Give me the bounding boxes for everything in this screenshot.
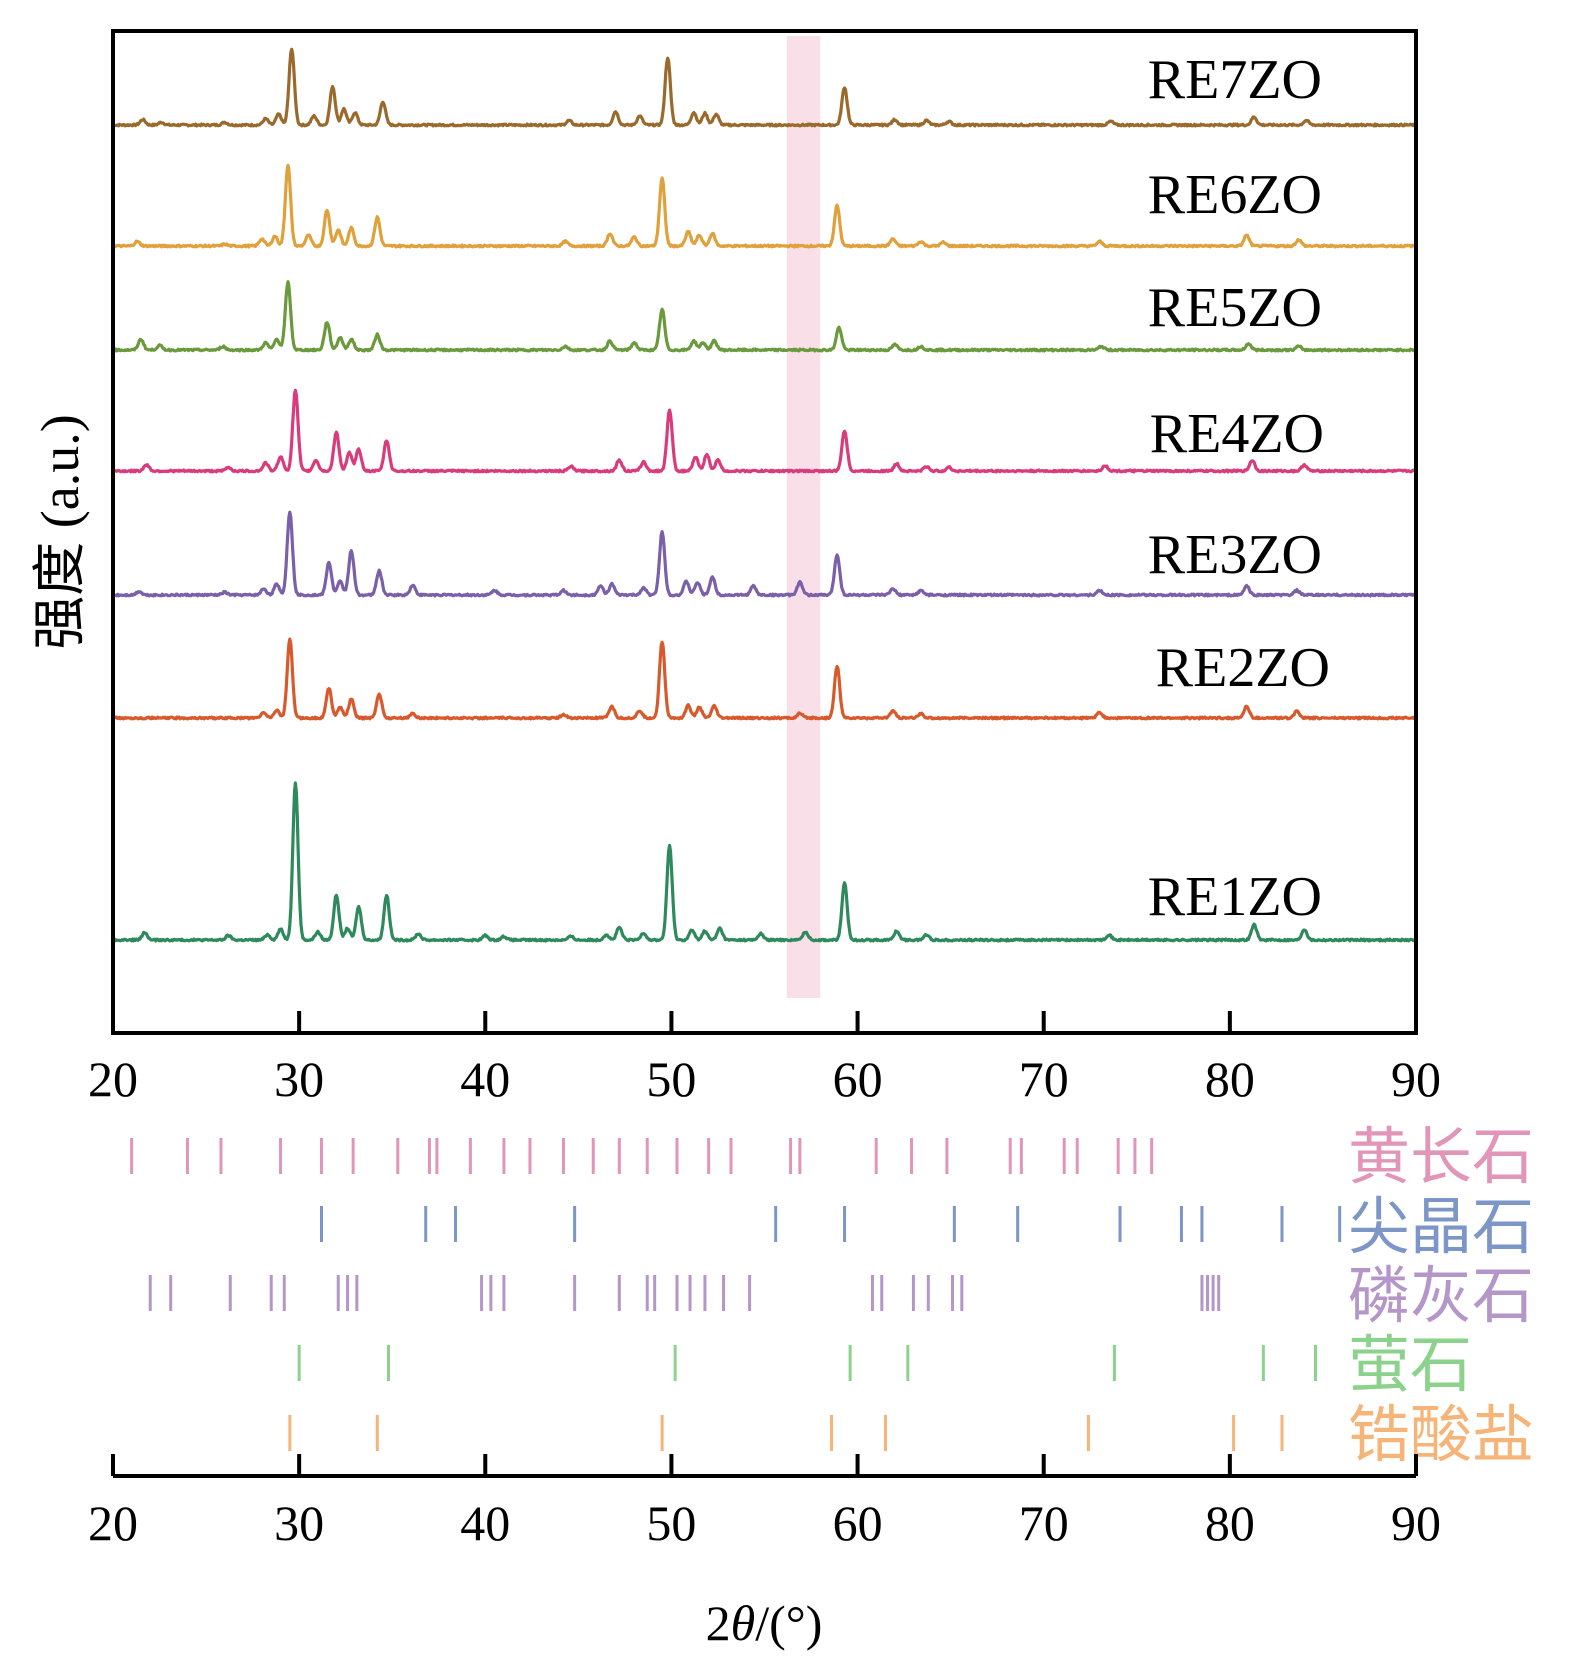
series-label-re4zo: RE4ZO — [1150, 403, 1324, 465]
series-line-re7zo — [112, 47, 1418, 128]
ref-label-2: 磷灰石 — [1348, 1259, 1534, 1332]
top-x-tick-label-70: 70 — [1019, 1051, 1069, 1107]
bottom-x-tick-label-80: 80 — [1205, 1495, 1255, 1551]
series-line-re1zo — [112, 781, 1418, 943]
ref-label-3: 萤石 — [1348, 1328, 1472, 1401]
top-plot-frame — [111, 29, 1418, 1035]
series-label-re3zo: RE3ZO — [1148, 524, 1322, 586]
bottom-x-tick-label-60: 60 — [833, 1495, 883, 1551]
series-label-re6zo: RE6ZO — [1148, 164, 1322, 226]
series-line-re6zo — [112, 163, 1417, 249]
highlight-band — [786, 36, 821, 998]
bottom-x-tick-label-20: 20 — [88, 1495, 138, 1551]
x-axis-label-theta: θ — [731, 1595, 756, 1651]
ref-label-1: 尖晶石 — [1348, 1190, 1534, 1263]
ref-label-4: 锆酸盐 — [1348, 1398, 1534, 1471]
ref-label-0: 黄长石 — [1348, 1120, 1534, 1193]
bottom-x-tick-label-30: 30 — [274, 1495, 324, 1551]
top-x-tick-label-80: 80 — [1205, 1051, 1255, 1107]
top-x-tick-label-50: 50 — [646, 1051, 696, 1107]
series-line-re3zo — [111, 510, 1418, 598]
series-label-re1zo: RE1ZO — [1148, 866, 1322, 928]
series-label-re7zo: RE7ZO — [1148, 49, 1322, 111]
series-label-re5zo: RE5ZO — [1148, 277, 1322, 339]
bottom-x-tick-label-50: 50 — [646, 1495, 696, 1551]
bottom-x-tick-label-90: 90 — [1391, 1495, 1441, 1551]
top-x-tick-label-20: 20 — [88, 1051, 138, 1107]
series-line-re5zo — [112, 280, 1417, 353]
series-line-re2zo — [111, 637, 1417, 721]
top-x-tick-label-60: 60 — [833, 1051, 883, 1107]
top-x-tick-label-40: 40 — [460, 1051, 510, 1107]
series-line-re4zo — [112, 388, 1417, 474]
top-x-tick-label-90: 90 — [1391, 1051, 1441, 1107]
series-label-re2zo: RE2ZO — [1156, 637, 1330, 699]
x-axis-label: 2θ/(°) — [706, 1595, 823, 1651]
bottom-x-tick-label-40: 40 — [460, 1495, 510, 1551]
y-axis-label: 强度 (a.u.) — [30, 414, 90, 649]
bottom-x-tick-label-70: 70 — [1019, 1495, 1069, 1551]
top-x-tick-label-30: 30 — [274, 1051, 324, 1107]
x-axis-label-prefix: 2 — [706, 1595, 731, 1651]
x-axis-label-suffix: /(°) — [755, 1595, 822, 1651]
